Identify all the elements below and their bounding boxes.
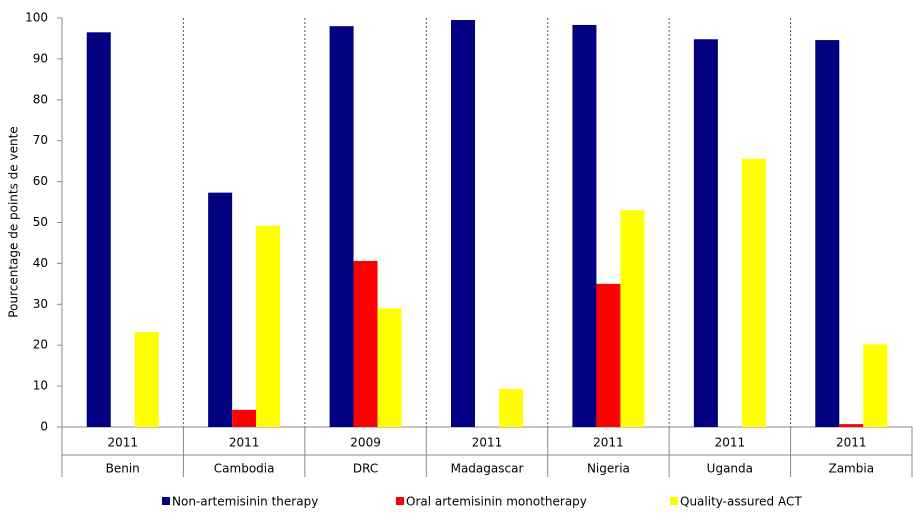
- bar: [86, 32, 111, 427]
- bar: [741, 158, 766, 428]
- y-tick-label: 80: [33, 92, 48, 106]
- bar: [693, 39, 718, 427]
- y-tick-label: 100: [25, 11, 48, 25]
- y-tick-label: 70: [33, 133, 48, 147]
- x-tick-label: 2009: [350, 436, 381, 450]
- x-tick-label: Nigeria: [587, 462, 630, 476]
- bar: [451, 20, 475, 427]
- bar: [620, 210, 645, 427]
- y-axis-label: Pourcentage de points de vente: [7, 126, 21, 317]
- x-tick-label: 2011: [593, 436, 624, 450]
- bar: [208, 192, 233, 427]
- y-tick-label: 90: [33, 51, 48, 65]
- bar: [839, 424, 864, 427]
- bar: [256, 225, 281, 427]
- bar: [863, 344, 888, 427]
- x-tick-label: Benin: [106, 462, 140, 476]
- x-tick-label: Madagascar: [451, 462, 524, 476]
- legend-label: Oral artemisinin monotherapy: [406, 495, 587, 509]
- bar: [329, 26, 354, 428]
- x-tick-label: 2011: [229, 436, 260, 450]
- y-tick-label: 0: [40, 420, 48, 434]
- bar: [232, 409, 257, 427]
- x-tick-label: 2011: [472, 436, 503, 450]
- bar: [596, 283, 621, 427]
- bar: [353, 260, 378, 427]
- bar: [815, 40, 840, 427]
- bar: [572, 24, 597, 427]
- y-tick-label: 50: [33, 215, 48, 229]
- x-tick-label: 2011: [836, 436, 867, 450]
- x-tick-label: Cambodia: [214, 462, 275, 476]
- x-tick-label: DRC: [353, 462, 378, 476]
- bar: [499, 388, 523, 427]
- x-tick-label: 2011: [107, 436, 138, 450]
- bar: [377, 308, 402, 427]
- y-tick-label: 20: [33, 338, 48, 352]
- x-tick-label: Zambia: [828, 462, 874, 476]
- x-tick-label: Uganda: [707, 462, 753, 476]
- bar: [134, 332, 159, 427]
- y-tick-label: 10: [33, 379, 48, 393]
- legend-swatch: [670, 497, 678, 505]
- y-tick-label: 60: [33, 174, 48, 188]
- y-tick-label: 40: [33, 256, 48, 270]
- legend-label: Non-artemisinin therapy: [172, 495, 318, 509]
- legend-label: Quality-assured ACT: [680, 495, 802, 509]
- legend-swatch: [396, 497, 404, 505]
- x-tick-label: 2011: [715, 436, 746, 450]
- y-tick-label: 30: [33, 297, 48, 311]
- legend-swatch: [162, 497, 170, 505]
